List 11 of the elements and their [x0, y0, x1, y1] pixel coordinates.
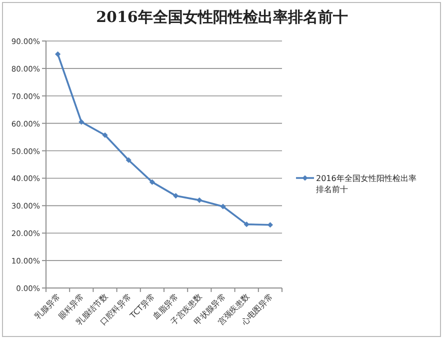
point: [149, 179, 155, 185]
legend-label: 2016年全国女性阳性检出率排名前十: [316, 174, 416, 194]
point: [55, 51, 61, 57]
chart-title: 2016年全国女性阳性检出率排名前十: [96, 8, 348, 26]
point: [196, 197, 202, 203]
point: [173, 192, 179, 199]
point: [244, 222, 250, 228]
point: [102, 132, 108, 138]
point: [78, 119, 84, 125]
point: [126, 157, 132, 163]
point: [220, 204, 226, 210]
